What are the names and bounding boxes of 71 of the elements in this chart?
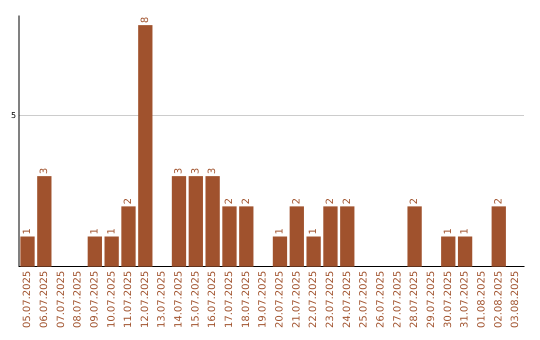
data-label: 2 — [493, 198, 504, 204]
data-label: 1 — [274, 228, 286, 235]
bar — [104, 236, 119, 267]
x-tick-label: 10.07.2025 — [106, 270, 118, 328]
data-label: 2 — [325, 198, 336, 204]
x-tick-label: 02.08.2025 — [493, 270, 504, 328]
data-label: 2 — [291, 198, 302, 204]
x-tick-label: 08.07.2025 — [72, 270, 84, 328]
x-tick-label: 17.07.2025 — [224, 270, 236, 328]
x-tick-label: 31.07.2025 — [460, 270, 471, 328]
x-tick-label: 27.07.2025 — [392, 270, 404, 328]
data-label: 3 — [38, 168, 50, 174]
bar — [20, 236, 35, 267]
bar — [205, 176, 220, 267]
x-tick-label: 01.08.2025 — [476, 270, 488, 328]
x-tick-label: 25.07.2025 — [358, 270, 370, 328]
data-label: 1 — [442, 228, 454, 235]
data-label: 2 — [342, 198, 353, 204]
data-label: 3 — [174, 168, 185, 174]
bar — [290, 206, 304, 267]
x-tick-label: 13.07.2025 — [156, 270, 168, 328]
bar — [492, 206, 506, 267]
x-tick-label: 05.07.2025 — [22, 270, 34, 328]
bar — [407, 206, 422, 267]
x-tick-label: 20.07.2025 — [274, 270, 286, 328]
x-tick-label: 11.07.2025 — [123, 270, 134, 328]
bar — [188, 176, 203, 267]
x-tick-label: 14.07.2025 — [174, 270, 185, 328]
bar — [37, 176, 52, 267]
data-label: 3 — [190, 168, 202, 174]
data-label: 2 — [240, 198, 252, 204]
x-tick-label: 19.07.2025 — [258, 270, 269, 328]
data-label: 1 — [89, 228, 100, 235]
x-tick-label: 18.07.2025 — [240, 270, 252, 328]
bar — [222, 206, 237, 267]
x-tick-label: 26.07.2025 — [376, 270, 387, 328]
x-tick-label: 07.07.2025 — [56, 270, 67, 328]
x-tick-label: 12.07.2025 — [140, 270, 151, 328]
bar — [441, 236, 456, 267]
bar — [121, 206, 136, 267]
bar — [138, 25, 152, 267]
x-tick-label: 22.07.2025 — [308, 270, 320, 328]
bar — [172, 176, 186, 267]
bar — [88, 236, 102, 267]
data-label: 2 — [123, 198, 134, 204]
x-tick-label: 21.07.2025 — [291, 270, 302, 328]
data-label: 2 — [224, 198, 236, 204]
x-tick-label: 09.07.2025 — [89, 270, 100, 328]
data-label: 8 — [140, 16, 151, 24]
x-tick-label: 23.07.2025 — [325, 270, 336, 328]
bar — [323, 206, 338, 267]
data-label: 1 — [106, 228, 118, 235]
x-tick-label: 03.08.2025 — [510, 270, 522, 328]
x-tick-label: 24.07.2025 — [342, 270, 353, 328]
data-label: 1 — [308, 228, 320, 235]
bar — [239, 206, 254, 267]
x-tick-label: 15.07.2025 — [190, 270, 202, 328]
data-label: 2 — [409, 198, 420, 204]
x-tick-label: 30.07.2025 — [442, 270, 454, 328]
x-tick-label: 16.07.2025 — [207, 270, 218, 328]
y-tick-label: 5 — [10, 110, 16, 120]
bar — [340, 206, 354, 267]
x-tick-label: 29.07.2025 — [426, 270, 438, 328]
data-label: 3 — [207, 168, 218, 174]
data-label: 1 — [460, 228, 471, 235]
bar — [306, 236, 321, 267]
x-tick-label: 06.07.2025 — [38, 270, 50, 328]
data-label: 1 — [22, 228, 34, 235]
bar — [272, 236, 288, 267]
x-tick-label: 28.07.2025 — [409, 270, 420, 328]
bar — [458, 236, 472, 267]
